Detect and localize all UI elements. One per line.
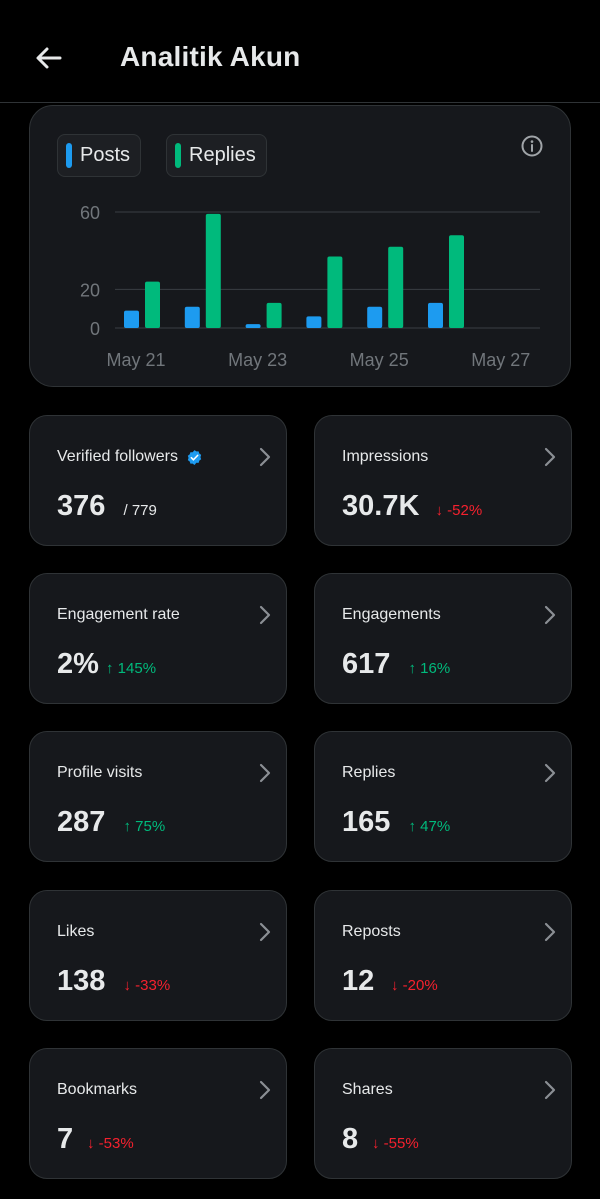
x-tick-label: May 27 (471, 350, 530, 370)
stat-value: 12 (342, 965, 375, 997)
legend-label-posts: Posts (80, 144, 131, 166)
stat-card-likes[interactable]: Likes 138 ↓ -33% (29, 890, 287, 1021)
stat-label: Profile visits (57, 764, 142, 782)
stat-card-engagement-rate[interactable]: Engagement rate 2% ↑ 145% (29, 573, 287, 704)
stat-label: Likes (57, 923, 94, 941)
activity-chart-card: 60 20 0 May 21 May 23 May 25 May 27 Posts Repl… (29, 105, 571, 387)
stat-label-text: Engagements (342, 606, 441, 623)
info-icon[interactable] (520, 134, 544, 158)
x-tick-label: May 25 (350, 350, 409, 370)
chevron-right-icon (259, 1080, 271, 1100)
stat-card-shares[interactable]: Shares 8 ↓ -55% (314, 1048, 572, 1179)
stat-label-text: Verified followers (57, 448, 178, 465)
stat-label-text: Bookmarks (57, 1081, 138, 1098)
x-tick-label: May 23 (228, 350, 287, 370)
stat-label-text: Engagement rate (57, 606, 180, 623)
stat-label-text: Shares (342, 1081, 393, 1098)
stat-label: Impressions (342, 448, 428, 466)
bar-posts (245, 324, 261, 328)
legend-chip-posts[interactable]: Posts (57, 134, 142, 177)
stat-label: Replies (342, 764, 395, 782)
bar-posts (367, 306, 383, 328)
stat-label: Verified followers (57, 448, 203, 466)
chevron-right-icon (259, 605, 271, 625)
stat-value: 8 (342, 1123, 359, 1155)
bar-replies (205, 213, 221, 328)
bar-replies (449, 235, 464, 328)
stat-change-down: ↓ -33% (123, 977, 171, 994)
stat-change-up: ↑ 16% (408, 660, 451, 677)
stat-value: 376 (57, 490, 106, 522)
bar-replies (388, 246, 404, 328)
stat-card-reposts[interactable]: Reposts 12 ↓ -20% (314, 890, 572, 1021)
chevron-right-icon (544, 1080, 556, 1100)
y-tick-label: 20 (80, 280, 100, 300)
x-tick-label: May 21 (106, 350, 165, 370)
stat-card-impressions[interactable]: Impressions 30.7K ↓ -52% (314, 415, 572, 546)
legend-swatch-replies (175, 143, 181, 168)
stat-value: 2% (57, 648, 99, 680)
stat-label: Engagements (342, 606, 441, 624)
stat-label-text: Reposts (342, 923, 401, 940)
stat-card-engagements[interactable]: Engagements 617 ↑ 16% (314, 573, 572, 704)
chevron-right-icon (259, 763, 271, 783)
stat-value: 617 (342, 648, 391, 680)
stat-change-up: ↑ 75% (123, 818, 166, 835)
bar-posts (306, 316, 322, 328)
arrow-left-icon (36, 47, 62, 69)
stat-change-up: ↑ 145% (106, 660, 157, 677)
bar-posts (124, 310, 139, 328)
bar-replies (266, 302, 282, 328)
stat-value: 7 (57, 1123, 74, 1155)
stat-value: 30.7K (342, 490, 420, 522)
back-button[interactable] (28, 38, 68, 78)
stat-value: 138 (57, 965, 106, 997)
stat-label-text: Impressions (342, 448, 429, 465)
stat-label-text: Likes (57, 923, 95, 940)
bar-posts (428, 302, 443, 328)
stat-value: 165 (342, 806, 391, 838)
verified-badge-icon (187, 449, 202, 465)
bar-replies (145, 281, 160, 328)
stat-change-down: ↓ -53% (87, 1135, 134, 1152)
stat-label: Engagement rate (57, 606, 180, 624)
chevron-right-icon (544, 922, 556, 942)
stat-change-up: ↑ 47% (408, 818, 451, 835)
stat-total: / 779 (123, 502, 157, 519)
stat-value: 287 (57, 806, 106, 838)
stat-card-replies[interactable]: Replies 165 ↑ 47% (314, 731, 572, 862)
legend-chip-replies[interactable]: Replies (166, 134, 267, 177)
chevron-right-icon (544, 447, 556, 467)
top-app-bar: Analitik Akun (0, 0, 600, 103)
chevron-right-icon (259, 922, 271, 942)
stat-label-text: Replies (342, 764, 396, 781)
stat-change-down: ↓ -55% (372, 1135, 419, 1152)
legend-swatch-posts (66, 143, 72, 168)
legend-label-replies: Replies (189, 144, 256, 166)
y-tick-label: 60 (80, 203, 100, 223)
bar-chart: 60 20 0 May 21 May 23 May 25 May 27 (80, 203, 540, 370)
chevron-right-icon (544, 763, 556, 783)
stat-label-text: Profile visits (57, 764, 143, 781)
stat-change-down: ↓ -20% (391, 977, 438, 994)
bar-replies (327, 256, 343, 328)
stat-label: Shares (342, 1081, 393, 1099)
stat-label: Reposts (342, 923, 401, 941)
stat-card-verified-followers[interactable]: Verified followers 376 / 779 (29, 415, 287, 546)
stat-change-down: ↓ -52% (435, 502, 483, 519)
bar-posts (184, 306, 200, 328)
stat-label: Bookmarks (57, 1081, 137, 1099)
stat-card-profile-visits[interactable]: Profile visits 287 ↑ 75% (29, 731, 287, 862)
page-title: Analitik Akun (120, 41, 301, 72)
y-tick-label: 0 (90, 319, 100, 339)
stat-card-bookmarks[interactable]: Bookmarks 7 ↓ -53% (29, 1048, 287, 1179)
chevron-right-icon (544, 605, 556, 625)
chevron-right-icon (259, 447, 271, 467)
